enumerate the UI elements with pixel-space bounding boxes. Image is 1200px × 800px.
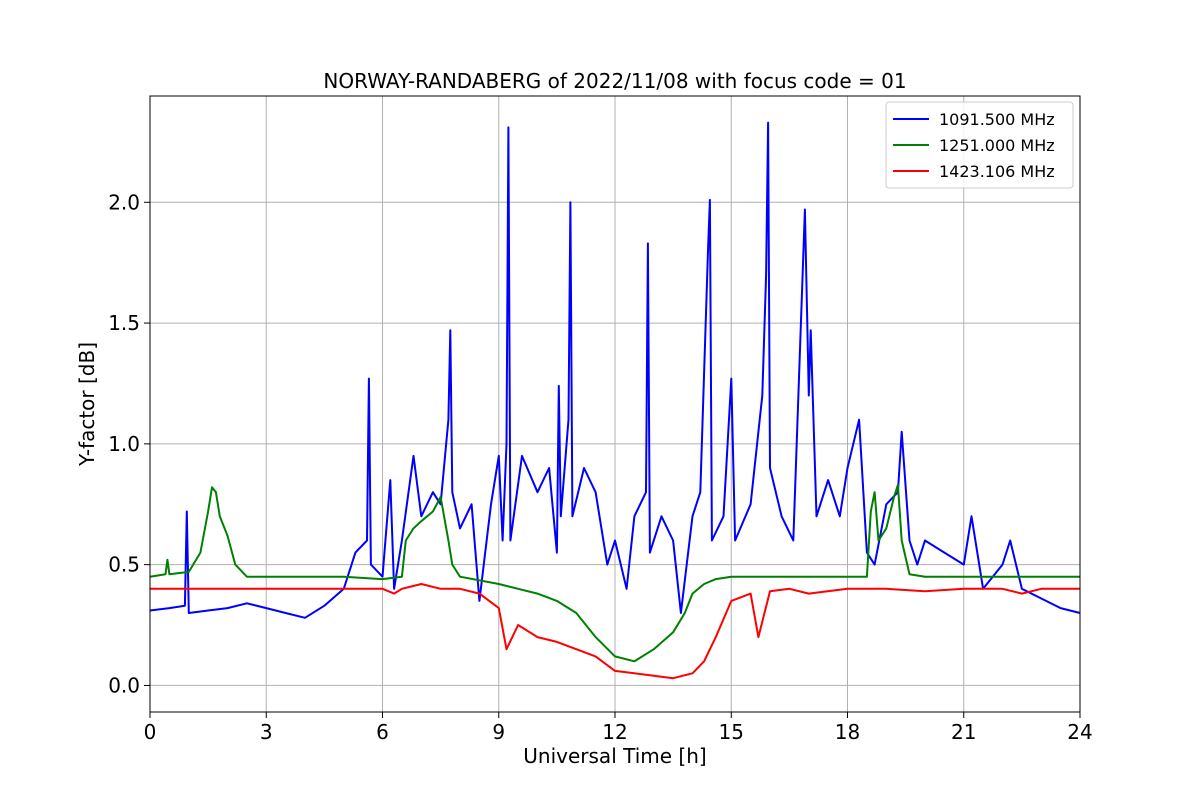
x-tick-label: 3 [260,720,273,744]
series-line-2 [150,583,1080,680]
x-tick-label: 21 [951,720,976,744]
x-axis: 0 3 6 9 12 15 18 21 24 [144,712,1093,744]
x-tick-label: 12 [602,720,627,744]
legend-label-1423: 1423.106 MHz [939,162,1055,181]
y-axis: 0.0 0.5 1.0 1.5 2.0 [108,190,150,697]
x-tick-label: 6 [376,720,389,744]
y-tick-label: 2.0 [108,190,140,214]
legend-label-1251: 1251.000 MHz [939,136,1055,155]
x-tick-label: 24 [1067,720,1092,744]
legend: 1091.500 MHz 1251.000 MHz 1423.106 MHz [885,101,1074,189]
y-tick-label: 0.5 [108,553,140,577]
series-line-0 [149,121,1081,619]
y-tick-label: 0.0 [108,673,140,697]
series-layer [149,121,1081,680]
x-tick-label: 0 [144,720,157,744]
legend-label-1091: 1091.500 MHz [939,110,1055,129]
legend-box [885,101,1074,189]
x-tick-label: 9 [492,720,505,744]
chart-title: NORWAY-RANDABERG of 2022/11/08 with focu… [323,69,906,93]
y-axis-label: Y-factor [dB] [75,342,99,467]
x-tick-label: 18 [835,720,860,744]
y-tick-label: 1.5 [108,311,140,335]
x-axis-label: Universal Time [h] [523,744,706,768]
y-tick-label: 1.0 [108,432,140,456]
x-tick-label: 15 [719,720,744,744]
series-line-1 [149,483,1080,663]
